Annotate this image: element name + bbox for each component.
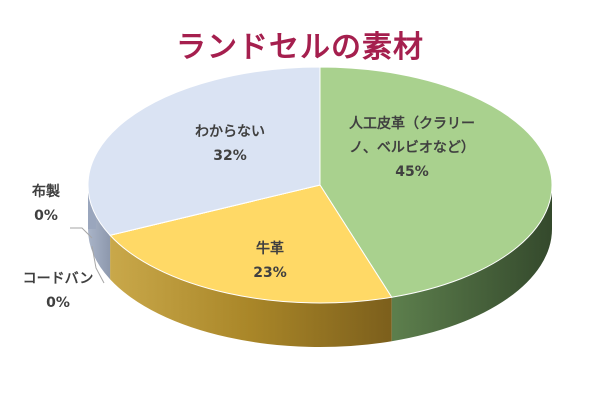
leader-line-fabric (70, 227, 93, 239)
data-label-name: 布製 (32, 183, 60, 200)
data-label-1: 牛革 23% (253, 240, 287, 281)
data-label-value: 32% (213, 148, 247, 164)
chart-title: ランドセルの素材 (176, 30, 424, 65)
pie-slice-0 (319, 66, 553, 298)
data-label-4: わからない 32% (195, 124, 265, 164)
data-label-name: わからない (195, 124, 265, 140)
data-label-name: コードバン (23, 271, 94, 287)
pie-slices (87, 66, 553, 304)
data-label-value: 23% (253, 265, 287, 281)
leader-line-cordovan (91, 245, 105, 284)
data-label-3: 布製 0% (32, 183, 60, 224)
pie-slice-4 (87, 66, 321, 236)
data-label-value: 0% (34, 208, 58, 224)
data-label-name: ノ、ベルビオなど） (349, 140, 475, 156)
data-label-2: コードバン 0% (23, 271, 94, 311)
pie-side-0 (391, 185, 552, 342)
data-label-name: 人工皮革（クラリー (349, 115, 475, 132)
pie-side-4 (88, 185, 111, 280)
data-label-value: 45% (395, 164, 429, 180)
leader-lines (70, 227, 105, 284)
data-label-name: 牛革 (256, 240, 284, 257)
pie-slice-1 (109, 184, 393, 304)
data-label-value: 0% (46, 295, 70, 311)
pie-side-1 (110, 235, 392, 347)
